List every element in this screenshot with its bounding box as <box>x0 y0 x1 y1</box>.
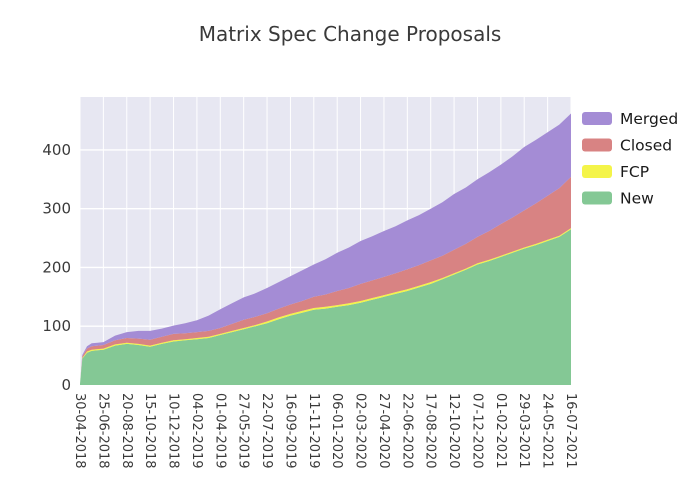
y-tick-label: 300 <box>42 200 71 218</box>
x-tick-label: 11-11-2019 <box>306 393 321 469</box>
area-series-new <box>80 229 571 385</box>
legend-item: Merged <box>582 110 678 128</box>
x-tick-label: 27-04-2020 <box>376 393 391 469</box>
x-tick-label: 29-03-2021 <box>516 393 531 469</box>
x-tick-label: 22-06-2020 <box>399 393 414 469</box>
legend-label: New <box>620 190 654 208</box>
x-tick-label: 17-08-2020 <box>423 393 438 469</box>
x-tick-label: 02-03-2020 <box>353 393 368 469</box>
legend-swatch-closed <box>582 138 612 152</box>
x-tick-label: 16-09-2019 <box>282 393 297 469</box>
x-tick-label: 20-08-2018 <box>119 393 134 469</box>
x-tick-label: 25-06-2018 <box>95 393 110 469</box>
y-tick-label: 0 <box>61 376 71 394</box>
legend-item: New <box>582 190 654 208</box>
x-tick-label: 24-05-2021 <box>540 393 555 469</box>
y-tick-label: 200 <box>42 258 71 276</box>
legend-label: Merged <box>620 110 678 128</box>
x-tick-label: 06-01-2020 <box>329 393 344 469</box>
x-tick-label: 10-12-2018 <box>166 393 181 469</box>
x-tick-label: 22-07-2019 <box>259 393 274 469</box>
x-tick-label: 04-02-2019 <box>189 393 204 469</box>
legend-swatch-merged <box>582 112 612 125</box>
legend-swatch-fcp <box>582 165 612 178</box>
legend-label: FCP <box>620 163 649 181</box>
x-tick-label: 12-10-2020 <box>446 393 461 469</box>
y-tick-label: 400 <box>42 141 71 159</box>
x-tick-label: 07-12-2020 <box>469 393 484 469</box>
x-tick-label: 15-10-2018 <box>142 393 157 469</box>
legend-swatch-new <box>582 191 612 205</box>
legend-label: Closed <box>620 137 672 155</box>
legend-item: Closed <box>582 137 672 155</box>
legend-item: FCP <box>582 163 649 181</box>
area-series-closed <box>80 176 571 384</box>
y-tick-label: 100 <box>42 317 71 335</box>
x-tick-label: 16-07-2021 <box>563 393 578 469</box>
x-tick-label: 27-05-2019 <box>236 393 251 469</box>
chart-title: Matrix Spec Change Proposals <box>198 22 502 46</box>
x-tick-label: 30-04-2018 <box>72 393 87 469</box>
x-tick-label: 01-02-2021 <box>493 393 508 469</box>
x-tick-label: 01-04-2019 <box>212 393 227 469</box>
